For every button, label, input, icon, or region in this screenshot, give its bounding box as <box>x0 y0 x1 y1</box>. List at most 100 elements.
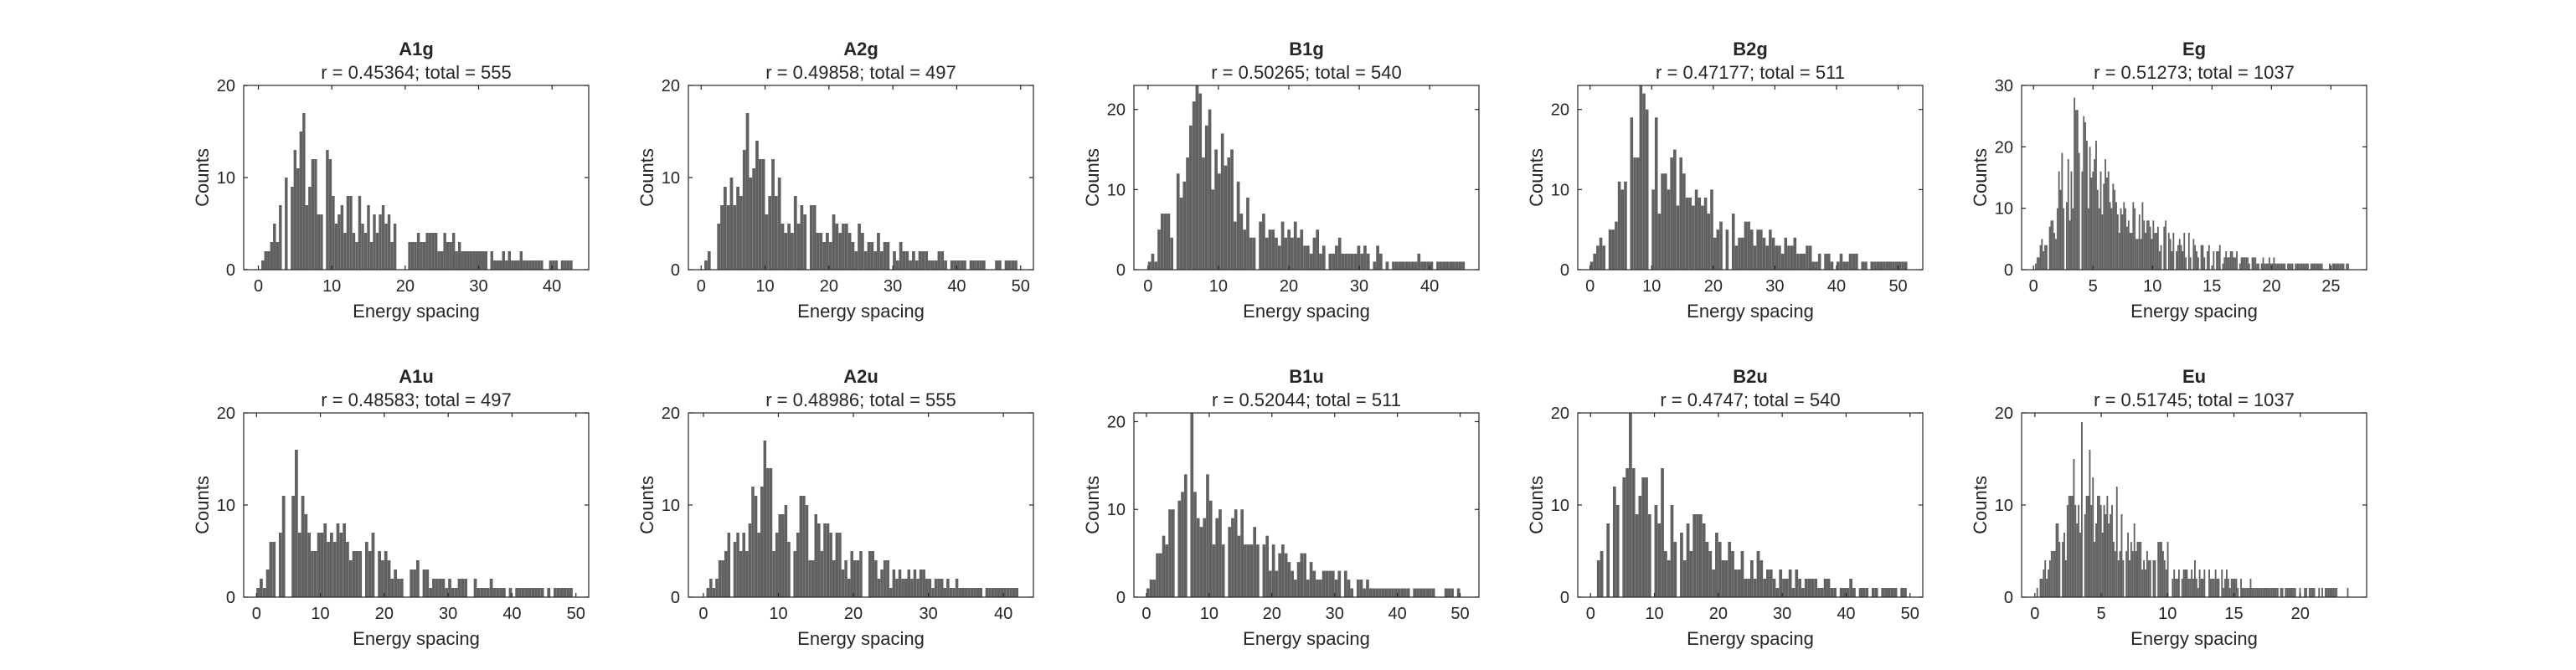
histogram-bar <box>438 579 442 597</box>
histogram-bar <box>2189 579 2192 597</box>
histogram-bar <box>2078 505 2080 597</box>
histogram-bar <box>1366 253 1370 270</box>
histogram-bar <box>1858 588 1862 597</box>
histogram-bar <box>1368 588 1373 597</box>
histogram-bar <box>803 214 807 270</box>
histogram-bar <box>2237 588 2239 597</box>
histogram-bar <box>912 251 915 270</box>
histogram-bar <box>1731 551 1734 597</box>
histogram-bar <box>2203 570 2206 597</box>
histogram-bar <box>895 260 899 270</box>
x-tick-label: 30 <box>1765 277 1784 296</box>
histogram-bar <box>2248 588 2250 597</box>
histogram-bar <box>387 560 391 597</box>
histogram-bar <box>472 251 476 270</box>
x-tick-label: 0 <box>1586 605 1595 623</box>
histogram-bar <box>1193 492 1197 597</box>
histogram-bar <box>2163 226 2166 270</box>
y-tick-label: 10 <box>1551 181 1569 199</box>
histogram-bar <box>2177 245 2179 270</box>
chart-title: B1g <box>1289 39 1324 59</box>
x-axis-label: Energy spacing <box>1687 628 1814 649</box>
histogram-bar <box>2260 263 2263 270</box>
histogram-bar <box>1456 588 1461 597</box>
histogram-bar <box>2196 251 2197 270</box>
histogram-bar <box>919 570 923 597</box>
histogram-bar <box>361 224 364 270</box>
histogram-bar <box>311 159 315 270</box>
histogram-bar <box>736 533 739 597</box>
histogram-bar <box>566 260 570 270</box>
histogram-bar <box>2341 263 2343 270</box>
histogram-bar <box>505 260 508 270</box>
histogram-bar <box>892 570 896 597</box>
histogram-bar <box>1782 579 1785 597</box>
histogram-bar <box>343 233 347 270</box>
histogram-bar <box>413 570 416 597</box>
histogram-bar <box>1651 189 1655 270</box>
x-tick-label: 0 <box>698 605 708 623</box>
histogram-bar <box>1246 544 1250 597</box>
histogram-bar <box>1791 588 1795 597</box>
histogram-bar <box>816 233 820 270</box>
histogram-bar <box>2126 226 2128 270</box>
histogram-bar <box>1682 560 1687 597</box>
histogram-bar <box>523 260 526 270</box>
histogram-bar <box>1879 261 1883 270</box>
histogram-bar <box>778 514 781 597</box>
chart-subtitle: r = 0.49858; total = 497 <box>765 62 956 83</box>
histogram-bar <box>2251 588 2254 597</box>
histogram-bar <box>838 233 842 270</box>
histogram-bar <box>1888 588 1891 597</box>
y-tick-label: 10 <box>662 497 680 515</box>
histogram-bar <box>1146 588 1150 597</box>
histogram-bar <box>1824 253 1827 270</box>
y-axis-label: Counts <box>1526 476 1547 534</box>
histogram-bar <box>2177 579 2178 597</box>
histogram-bar <box>1376 245 1379 270</box>
x-tick-label: 20 <box>1704 277 1723 296</box>
histogram-bar <box>2075 110 2077 270</box>
histogram-bar <box>2105 514 2107 597</box>
y-tick-label: 10 <box>1551 497 1569 515</box>
histogram-bar <box>2120 208 2122 270</box>
histogram-bar <box>2085 496 2088 597</box>
histogram-bar <box>898 570 902 597</box>
histogram-bar <box>2180 245 2182 270</box>
y-tick-label: 10 <box>1995 200 2013 219</box>
histogram-bar <box>2240 257 2243 270</box>
histogram-bar <box>2336 263 2339 270</box>
histogram-bar <box>1165 544 1169 597</box>
histogram-bar <box>2182 251 2184 270</box>
histogram-bar <box>742 150 746 270</box>
x-tick-label: 20 <box>820 277 838 296</box>
histogram-bar <box>2136 239 2137 270</box>
histogram-bar <box>2172 233 2175 270</box>
histogram-bar <box>1426 261 1430 270</box>
histogram-bar <box>334 224 338 270</box>
histogram-bar <box>727 533 731 597</box>
histogram-bar <box>1419 588 1423 597</box>
histogram-bar <box>2321 588 2323 597</box>
histogram-bar <box>2295 263 2297 270</box>
histogram-bar <box>1375 588 1379 597</box>
histogram-bar <box>1372 588 1376 597</box>
histogram-bar <box>886 242 890 270</box>
histogram-bar <box>1211 189 1215 270</box>
y-axis-label: Counts <box>636 476 657 534</box>
histogram-bar <box>1171 509 1175 597</box>
histogram-bar <box>2258 263 2259 270</box>
histogram-bar <box>2068 496 2070 597</box>
histogram-bar <box>1670 157 1673 270</box>
histogram-bar <box>822 242 826 270</box>
histogram-bar <box>1186 157 1189 270</box>
histogram-bar <box>867 242 871 270</box>
histogram-bar <box>2046 579 2048 597</box>
histogram-bar <box>1461 261 1466 270</box>
y-tick-label: 20 <box>662 405 680 423</box>
histogram-bar <box>2038 257 2040 270</box>
y-axis-label: Counts <box>1970 476 1991 534</box>
histogram-bar <box>1864 261 1868 270</box>
histogram-bar <box>1147 261 1151 270</box>
histogram-bar <box>1602 245 1606 270</box>
